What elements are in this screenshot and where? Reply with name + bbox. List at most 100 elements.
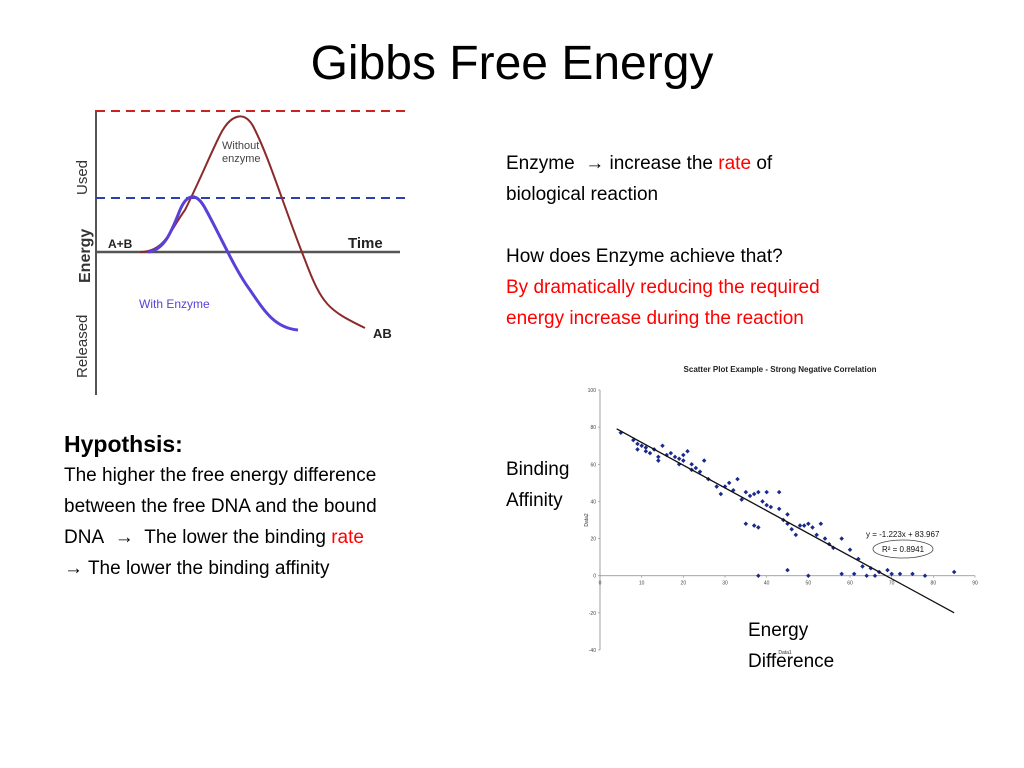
energy-ylabel-energy: Energy bbox=[77, 229, 94, 283]
scatter-point bbox=[639, 443, 644, 448]
scatter-point bbox=[714, 484, 719, 489]
chart-xlabel: Data1 bbox=[778, 650, 792, 656]
scatter-point bbox=[660, 443, 665, 448]
scatter-point bbox=[776, 506, 782, 512]
enzyme-line-1: Enzyme → increase the rate of bbox=[506, 153, 773, 174]
y-tick-label: 40 bbox=[590, 499, 596, 505]
scatter-point bbox=[806, 573, 811, 578]
y-tick-label: -20 bbox=[589, 611, 596, 617]
scatter-point bbox=[785, 512, 790, 517]
binding-affinity-label: Binding Affinity bbox=[506, 459, 570, 511]
x-tick-label: 50 bbox=[806, 581, 812, 587]
without-enzyme-label-2: enzyme bbox=[222, 153, 261, 165]
hypothesis-block: Hypothsis: The higher the free energy di… bbox=[64, 428, 484, 584]
r2-ellipse bbox=[872, 539, 934, 559]
scatter-point bbox=[743, 489, 749, 495]
energy-diagram: Used Energy Released Time A+B AB Without… bbox=[74, 110, 405, 395]
scatter-point bbox=[672, 454, 678, 460]
trendline-equation: y = -1.223x + 83.967 bbox=[866, 530, 940, 539]
scatter-point bbox=[839, 536, 844, 541]
without-enzyme-label: Without bbox=[222, 140, 259, 152]
scatter-point bbox=[860, 564, 865, 569]
scatter-point bbox=[647, 450, 653, 456]
y-tick-label: 20 bbox=[590, 537, 596, 543]
y-tick-label: 60 bbox=[590, 462, 596, 468]
scatter-point bbox=[681, 458, 686, 463]
scatter-point bbox=[793, 532, 799, 538]
reactant-label: A+B bbox=[108, 237, 133, 251]
without-enzyme-curve bbox=[139, 115, 366, 329]
scatter-point bbox=[726, 480, 732, 486]
scatter-point bbox=[643, 449, 649, 454]
x-tick-label: 30 bbox=[722, 581, 728, 587]
slide-title: Gibbs Free Energy bbox=[310, 37, 714, 90]
with-enzyme-curve bbox=[147, 195, 299, 332]
y-tick-label: 0 bbox=[593, 574, 596, 580]
scatter-point bbox=[685, 449, 690, 454]
x-tick-label: 0 bbox=[599, 581, 602, 587]
scatter-point bbox=[806, 521, 811, 526]
scatter-point bbox=[797, 523, 803, 528]
scatter-point bbox=[760, 499, 765, 504]
scatter-chart: Scatter Plot Example - Strong Negative C… bbox=[584, 365, 978, 656]
scatter-point bbox=[681, 452, 686, 458]
x-tick-label: 20 bbox=[681, 581, 687, 587]
scatter-point bbox=[801, 523, 807, 528]
scatter-point bbox=[718, 491, 724, 497]
scatter-point bbox=[764, 502, 769, 508]
with-enzyme-label: With Enzyme bbox=[139, 297, 210, 311]
trendline bbox=[616, 428, 955, 614]
scatter-point bbox=[676, 456, 682, 461]
x-tick-label: 40 bbox=[764, 581, 770, 587]
energy-ylabel-used: Used bbox=[74, 160, 91, 195]
x-tick-label: 10 bbox=[639, 581, 645, 587]
energy-ylabel-released: Released bbox=[74, 315, 91, 378]
hypothesis-line-4: → The lower the binding affinity bbox=[64, 558, 330, 579]
scatter-point bbox=[818, 521, 824, 526]
enzyme-answer-1: By dramatically reducing the required bbox=[506, 277, 820, 298]
scatter-point bbox=[743, 521, 749, 526]
scatter-point bbox=[756, 489, 761, 495]
scatter-point bbox=[785, 567, 790, 573]
enzyme-answer-2: energy increase during the reaction bbox=[506, 308, 804, 329]
y-tick-label: 80 bbox=[590, 425, 596, 431]
x-tick-label: 90 bbox=[972, 581, 978, 587]
scatter-point bbox=[910, 571, 915, 577]
scatter-point bbox=[701, 458, 707, 463]
scatter-point bbox=[885, 567, 890, 573]
scatter-point bbox=[756, 573, 761, 578]
scatter-point bbox=[689, 462, 694, 467]
scatter-point bbox=[656, 458, 661, 463]
scatter-point bbox=[747, 493, 753, 499]
scatter-point bbox=[776, 489, 782, 495]
scatter-point bbox=[810, 525, 815, 530]
x-tick-label: 70 bbox=[889, 581, 895, 587]
chart-ylabel: Data2 bbox=[584, 513, 590, 527]
chart-title: Scatter Plot Example - Strong Negative C… bbox=[684, 365, 877, 374]
y-tick-label: -40 bbox=[589, 648, 596, 654]
hypothesis-line-1: The higher the free energy difference bbox=[64, 465, 377, 486]
hypothesis-line-2: between the free DNA and the bound bbox=[64, 496, 377, 517]
enzyme-text: Enzyme → increase the rate of biological… bbox=[506, 148, 1006, 334]
scatter-point bbox=[697, 469, 703, 474]
x-tick-label: 60 bbox=[847, 581, 853, 587]
scatter-point bbox=[789, 527, 794, 532]
scatter-point bbox=[847, 547, 853, 552]
time-label: Time bbox=[348, 235, 383, 252]
scatter-point bbox=[739, 497, 744, 502]
scatter-point bbox=[668, 450, 674, 456]
arrow-icon: → bbox=[114, 527, 134, 548]
scatter-point bbox=[735, 476, 740, 482]
arrow-icon: → bbox=[585, 153, 605, 174]
scatter-point bbox=[951, 569, 957, 575]
scatter-point bbox=[764, 489, 769, 495]
enzyme-question: How does Enzyme achieve that? bbox=[506, 246, 783, 267]
arrow-icon: → bbox=[64, 558, 83, 579]
r2-value: R² = 0.8941 bbox=[882, 545, 925, 554]
y-tick-label: 100 bbox=[588, 388, 597, 394]
hypothesis-line-3: DNA → The lower the binding rate bbox=[64, 527, 364, 548]
hypothesis-heading: Hypothsis: bbox=[64, 431, 183, 457]
scatter-point bbox=[872, 573, 878, 578]
energy-difference-label: Energy Difference bbox=[748, 620, 835, 672]
scatter-point bbox=[822, 536, 828, 541]
